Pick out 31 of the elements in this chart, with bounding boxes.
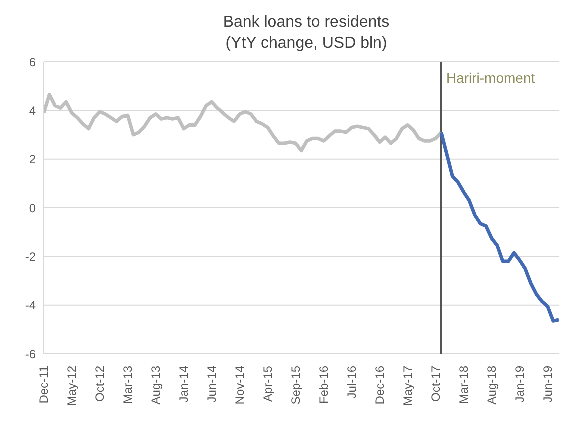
x-tick-label: Mar-13 [120, 366, 135, 404]
x-tick-label: May-17 [400, 366, 415, 406]
x-tick-label: Jul-16 [344, 366, 359, 399]
chart-title: Bank loans to residents [222, 13, 391, 33]
x-tick-label: Sep-15 [288, 366, 303, 405]
x-tick-label: Oct-17 [428, 366, 443, 402]
line-series [440, 130, 559, 323]
x-tick-label: Aug-13 [148, 366, 163, 405]
x-tick-label: Jan-14 [176, 366, 191, 403]
y-tick-label: -2 [25, 250, 36, 264]
x-tick-label: Jun-19 [540, 366, 555, 403]
x-tick-label: Aug-18 [484, 366, 499, 405]
x-tick-label: Dec-16 [372, 366, 387, 405]
y-tick-label: 6 [29, 55, 36, 70]
y-tick-label: -6 [25, 347, 36, 362]
x-tick-label: Jun-14 [204, 366, 219, 403]
y-tick-label: 4 [29, 104, 36, 118]
x-tick-label: May-12 [64, 366, 79, 406]
y-tick-label: 2 [29, 152, 36, 167]
ref-line-label: Hariri-moment [446, 70, 536, 86]
x-tick-label: Nov-14 [232, 366, 247, 405]
x-tick-label: Jan-19 [512, 366, 527, 403]
x-tick-label: Dec-11 [37, 366, 51, 404]
chart-subtitle: (YtY change, USD bln) [224, 34, 388, 54]
y-tick-label: 0 [29, 201, 36, 216]
x-tick-label: Mar-18 [456, 366, 471, 404]
x-tick-label: Apr-15 [260, 366, 275, 402]
x-tick-label: Feb-16 [316, 366, 331, 404]
x-tick-label: Oct-12 [92, 366, 107, 402]
line-series [44, 93, 444, 153]
y-tick-label: -4 [25, 298, 36, 313]
